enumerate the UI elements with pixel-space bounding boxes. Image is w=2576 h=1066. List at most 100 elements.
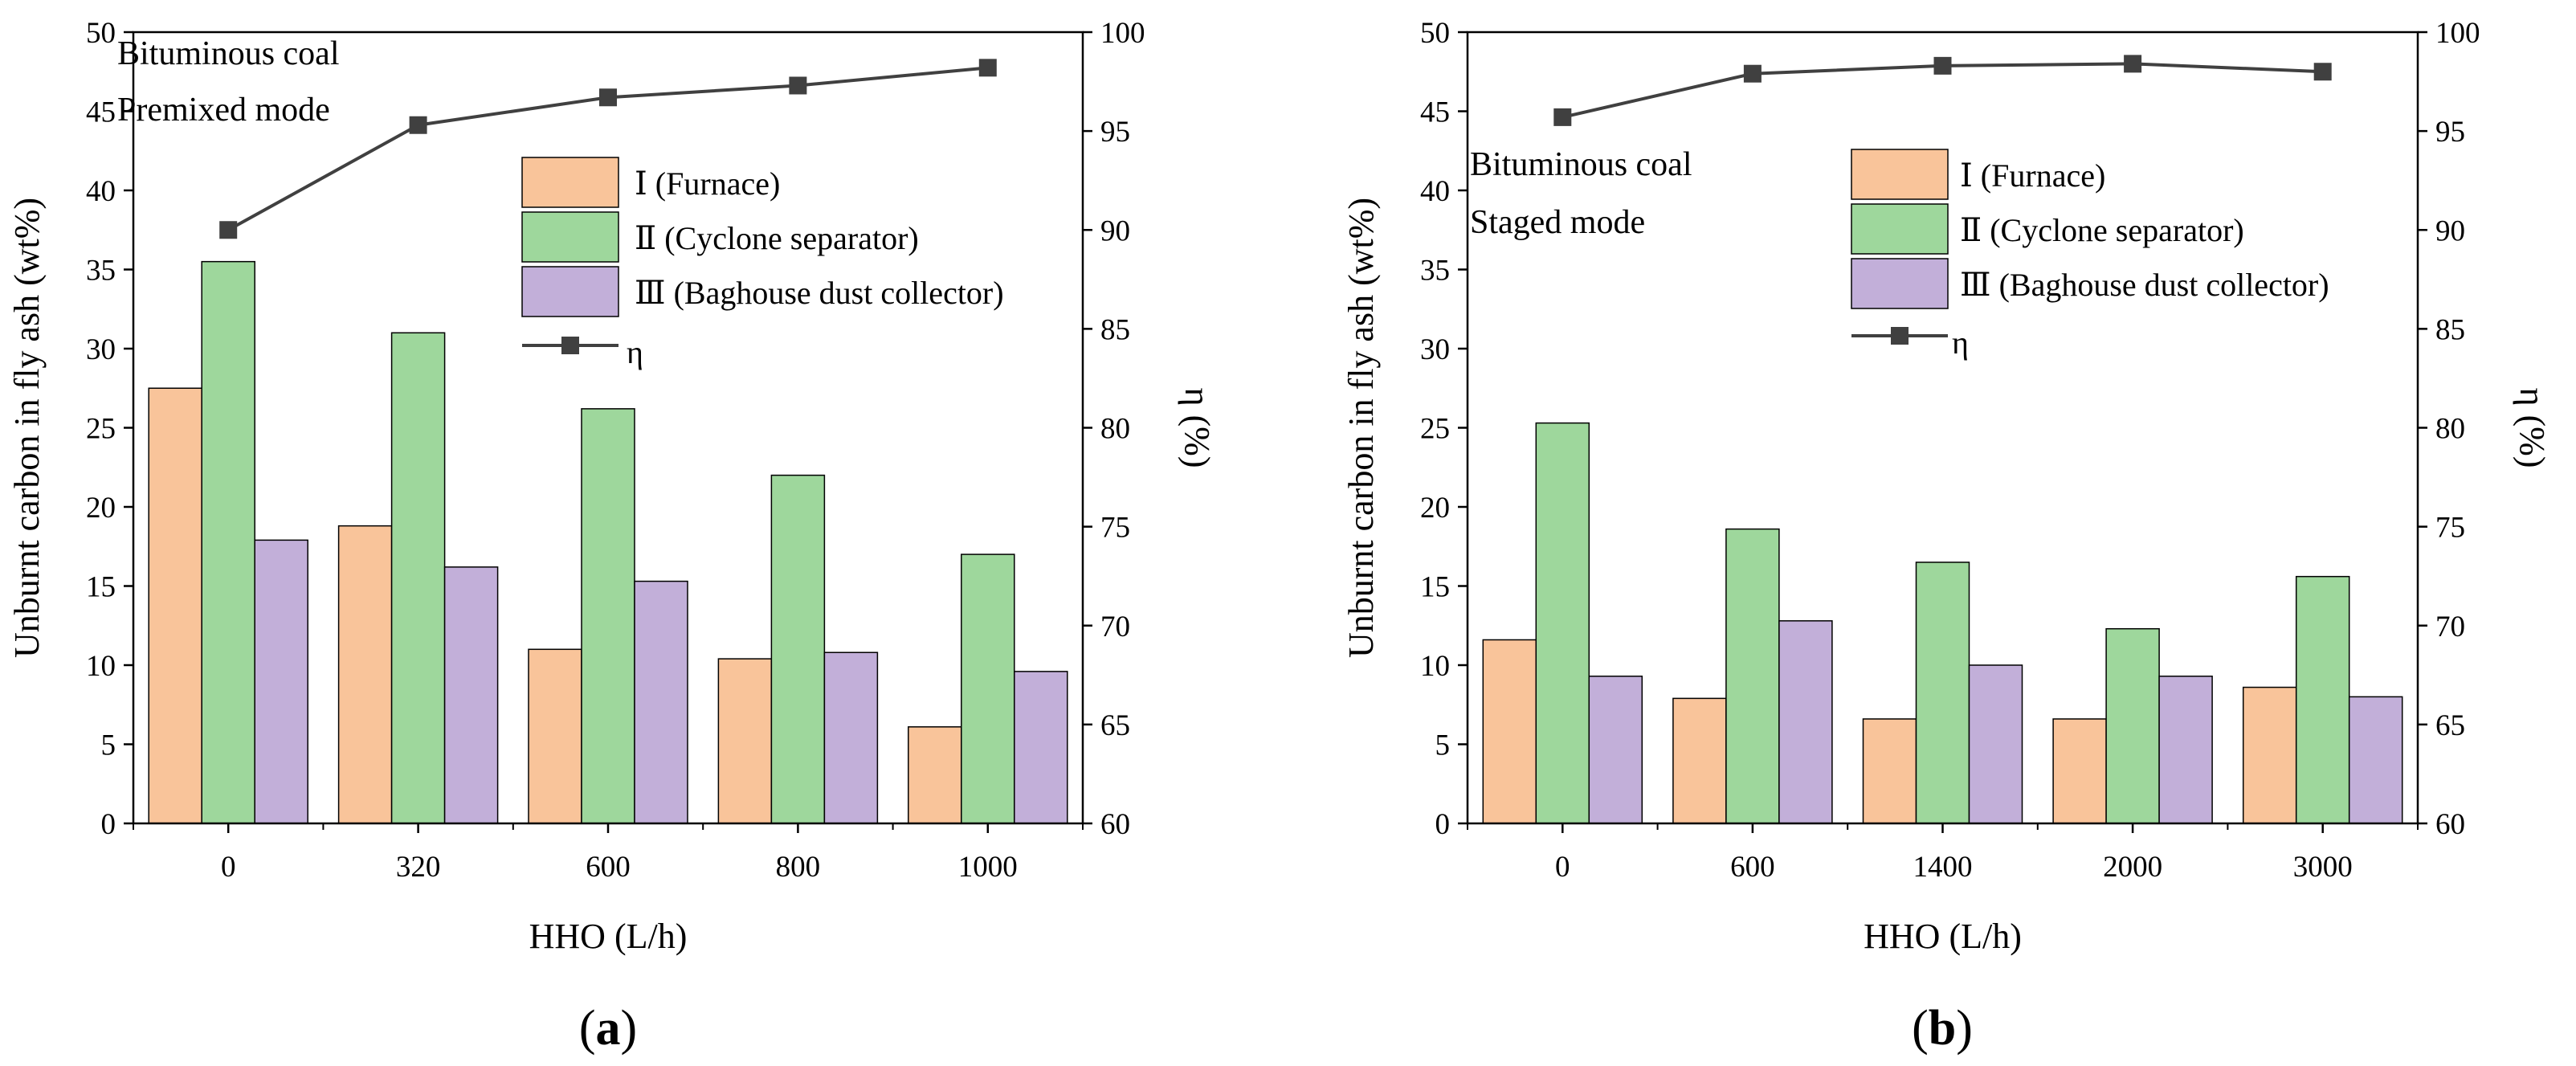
caption-part: ( (1912, 1001, 1929, 1056)
bar-cyclone-3000 (2295, 575, 2350, 824)
y-tick-label: 30 (1420, 333, 1450, 366)
eta-marker-600 (1743, 64, 1762, 83)
legend-label-baghouse: Ⅲ (Baghouse dust collector) (635, 275, 1004, 311)
legend-swatch-furnace (521, 157, 619, 208)
legend-swatch-cyclone (1851, 203, 1949, 255)
y2-tick-label: 85 (1100, 313, 1130, 346)
panel-caption: (b) (1912, 1001, 1973, 1056)
legend-label-eta: η (627, 334, 643, 370)
y-tick-label: 30 (86, 333, 116, 366)
bar-cyclone-600 (1725, 528, 1780, 824)
annotation: Staged mode (1470, 204, 1645, 241)
legend-marker-eta (561, 337, 579, 354)
bar-cyclone-800 (770, 474, 826, 824)
caption-part: ) (621, 1001, 638, 1056)
y-tick-label: 10 (1420, 650, 1450, 683)
bar-furnace-800 (717, 658, 773, 824)
legend-label-eta: η (1952, 325, 1969, 361)
bar-cyclone-320 (390, 332, 446, 824)
bar-cyclone-0 (201, 260, 255, 824)
y2-tick-label: 85 (2435, 313, 2465, 346)
y-tick-label: 35 (1420, 255, 1450, 288)
x-tick-label: 0 (221, 851, 236, 884)
legend-label-furnace: Ⅰ (Furnace) (635, 165, 780, 202)
y-tick-label: 45 (1420, 96, 1450, 129)
y2-tick-label: 65 (2435, 709, 2465, 742)
y2-tick-label: 80 (1100, 413, 1130, 446)
x-tick-label: 1400 (1913, 851, 1973, 884)
chart-panel-a: 0510152025303540455060657075808590951000… (7, 17, 1217, 1056)
y-tick-label: 15 (1420, 571, 1450, 604)
y-tick-label: 20 (86, 492, 116, 525)
y-tick-label: 50 (86, 17, 116, 50)
x-tick-label: 600 (586, 851, 631, 884)
x-axis-title: HHO (L/h) (1864, 917, 2022, 956)
y2-tick-label: 70 (2435, 611, 2465, 643)
y-tick-label: 20 (1420, 492, 1450, 525)
eta-marker-600 (599, 88, 617, 107)
bar-furnace-0 (148, 387, 202, 824)
legend-swatch-baghouse (1851, 258, 1949, 309)
y-tick-label: 10 (86, 650, 116, 683)
y2-tick-label: 100 (1100, 17, 1145, 50)
bar-furnace-320 (337, 525, 393, 824)
y2-tick-label: 90 (1100, 214, 1130, 247)
annotation: Premixed mode (117, 92, 330, 129)
y-tick-label: 0 (1435, 808, 1451, 841)
y2-tick-label: 80 (2435, 413, 2465, 446)
chart-panel-b: 0 5 10 15 20 25 30 35 40 45 50 60 65 70 75 80 85 90 95 100 0… (1341, 17, 2552, 1056)
y-tick-label: 25 (86, 413, 116, 446)
bar-cyclone-600 (581, 408, 635, 824)
bar-baghouse-0 (254, 539, 308, 824)
y-tick-label: 15 (86, 571, 116, 604)
annotation: Bituminous coal (117, 35, 340, 72)
bar-baghouse-800 (823, 651, 879, 824)
legend-marker-eta (1891, 327, 1909, 345)
y2-tick-label: 65 (1100, 709, 1130, 742)
y2-axis-title: η (%) (1178, 388, 1217, 468)
eta-marker-320 (409, 116, 427, 134)
y-tick-label: 40 (86, 175, 116, 208)
bar-cyclone-1400 (1915, 562, 1970, 824)
bar-furnace-2000 (2052, 718, 2107, 824)
bar-baghouse-2000 (2158, 676, 2213, 824)
y2-tick-label: 90 (2435, 214, 2465, 247)
bar-cyclone-2000 (2105, 627, 2160, 824)
y-tick-label: 40 (1420, 175, 1450, 208)
y-axis-title: Unburnt carbon in fly ash (wt%) (1341, 198, 1381, 658)
y2-tick-label: 70 (1100, 611, 1130, 643)
y2-tick-label: 60 (1100, 808, 1130, 841)
eta-marker-1400 (1933, 56, 1952, 75)
y-tick-label: 5 (1435, 729, 1451, 762)
legend-label-cyclone: Ⅱ (Cyclone separator) (1960, 212, 2244, 248)
x-tick-label: 320 (396, 851, 441, 884)
caption-part: ) (1956, 1001, 1973, 1056)
caption-part: ( (579, 1001, 596, 1056)
y2-tick-label: 95 (1100, 116, 1130, 149)
x-tick-label: 0 (1555, 851, 1570, 884)
bar-baghouse-600 (1778, 620, 1833, 824)
bar-baghouse-320 (443, 566, 499, 824)
legend-label-furnace: Ⅰ (Furnace) (1960, 157, 2105, 194)
eta-marker-0 (1553, 108, 1572, 126)
bar-cyclone-0 (1535, 422, 1590, 824)
legend-label-baghouse: Ⅲ (Baghouse dust collector) (1960, 267, 2329, 303)
bar-furnace-1400 (1862, 718, 1917, 824)
bar-furnace-3000 (2242, 686, 2297, 824)
y2-axis-title: η (%) (2513, 388, 2552, 468)
bar-furnace-1000 (908, 726, 962, 824)
x-tick-label: 3000 (2293, 851, 2353, 884)
y2-tick-label: 75 (2435, 512, 2465, 545)
y-tick-label: 25 (1420, 413, 1450, 446)
y2-tick-label: 100 (2435, 17, 2480, 50)
y-axis-title: Unburnt carbon in fly ash (wt%) (7, 198, 47, 658)
panel-caption: (a) (579, 1001, 637, 1056)
y-tick-label: 50 (1420, 17, 1450, 50)
eta-marker-3000 (2313, 63, 2332, 81)
y2-tick-label: 60 (2435, 808, 2465, 841)
y2-tick-label: 95 (2435, 116, 2465, 149)
bar-cyclone-1000 (961, 553, 1015, 824)
bar-furnace-600 (1672, 697, 1727, 824)
x-tick-label: 1000 (958, 851, 1018, 884)
